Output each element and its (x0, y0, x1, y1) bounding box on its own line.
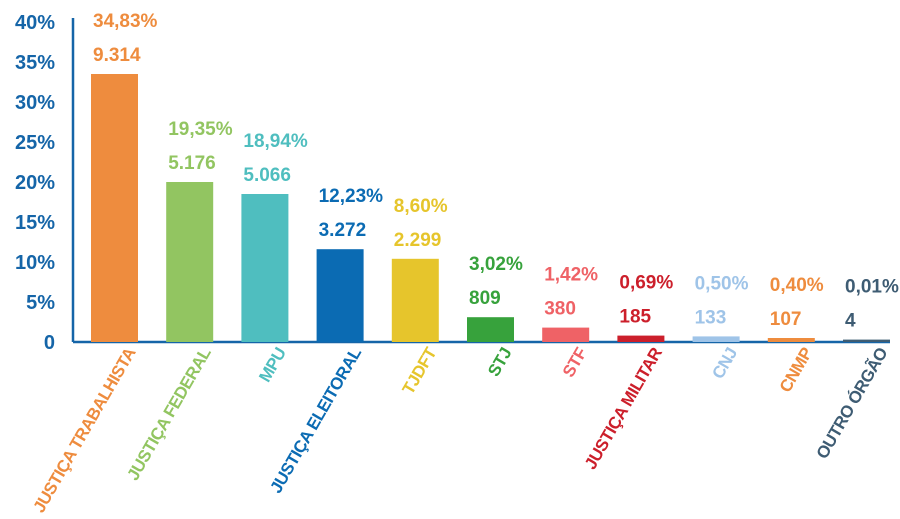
percent-label: 8,60% (394, 196, 448, 217)
percent-label: 18,94% (243, 131, 308, 152)
bar (467, 317, 514, 342)
category-label: STF (559, 344, 591, 380)
percent-label: 34,83% (93, 11, 158, 32)
count-label: 5.066 (243, 165, 291, 186)
bar (843, 339, 890, 342)
percent-label: 0,40% (770, 275, 824, 296)
category-label: TJDFT (399, 344, 441, 398)
y-tick-label: 10% (15, 252, 55, 274)
percent-label: 3,02% (469, 254, 523, 275)
bars (91, 74, 890, 342)
count-label: 9.314 (93, 45, 141, 66)
count-label: 380 (544, 299, 576, 320)
y-tick-label: 35% (15, 52, 55, 74)
y-tick-label: 25% (15, 132, 55, 154)
count-label: 3.272 (319, 220, 367, 241)
count-label: 809 (469, 288, 501, 309)
category-label: JUSTIÇA FEDERAL (123, 344, 214, 483)
category-label: JUSTIÇA TRABALHISTA (30, 344, 140, 516)
percent-label: 0,01% (845, 277, 899, 298)
data-labels: 9.314 34,83% 5.176 19,35% 5.066 18,94% 3.272 12… (93, 11, 899, 332)
percent-label: 0,50% (695, 273, 749, 294)
y-tick-label: 40% (15, 12, 55, 34)
y-tick-labels: 0 5% 10% 15% 20% 25% 30% 35% 40% (15, 12, 55, 354)
y-tick-label: 30% (15, 92, 55, 114)
category-label: STJ (484, 344, 515, 379)
bar (767, 338, 815, 342)
bar (166, 182, 214, 342)
bar (241, 194, 289, 342)
count-label: 2.299 (394, 230, 442, 251)
bar (692, 336, 740, 342)
bar (91, 74, 138, 342)
bar (391, 258, 439, 342)
count-label: 133 (695, 307, 727, 328)
y-tick-label: 20% (15, 172, 55, 194)
y-tick-label: 5% (26, 292, 55, 314)
count-label: 107 (770, 309, 802, 330)
percent-label: 19,35% (168, 119, 233, 140)
bar (542, 327, 590, 342)
y-tick-label: 0 (44, 332, 55, 354)
bar (617, 335, 665, 342)
category-label: MPU (255, 344, 290, 385)
percent-label: 0,69% (619, 273, 673, 294)
count-label: 5.176 (168, 153, 216, 174)
percent-label: 1,42% (544, 265, 598, 286)
count-label: 4 (845, 311, 856, 332)
percent-label: 12,23% (319, 186, 384, 207)
category-label: OUTRO ÓRGÃO (812, 344, 892, 462)
category-label: JUSTIÇA MILITAR (581, 344, 666, 472)
category-label: CNJ (708, 344, 741, 382)
y-tick-label: 15% (15, 212, 55, 234)
bar (316, 249, 364, 342)
category-label: CNMP (776, 344, 817, 395)
count-label: 185 (619, 307, 651, 328)
